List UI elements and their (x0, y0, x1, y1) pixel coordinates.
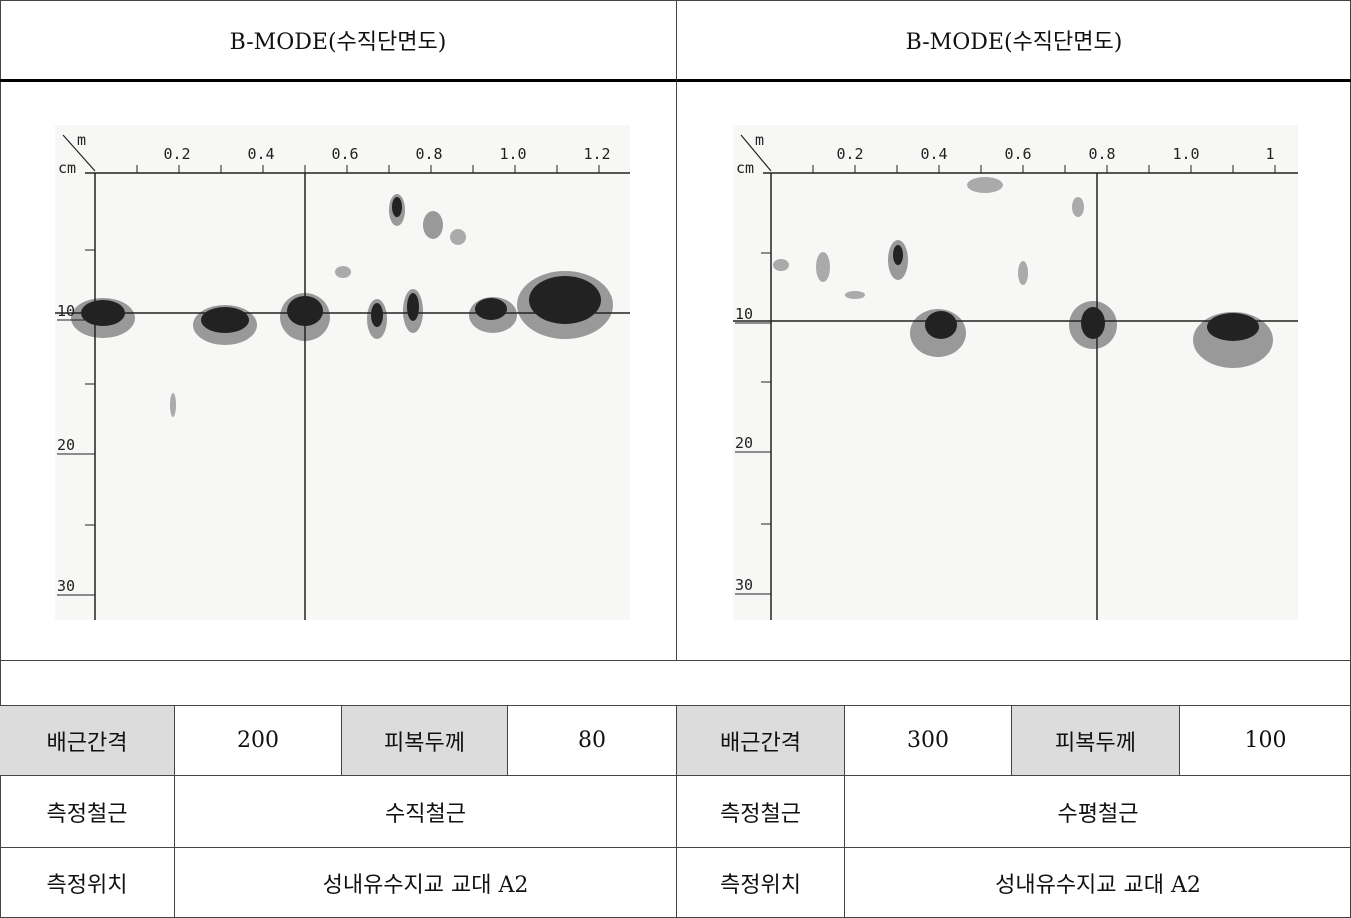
value-cell: 수직철근 (175, 776, 677, 848)
value-cell: 성내유수지교 교대 A2 (995, 873, 1201, 898)
x-tick-label: 0.4 (920, 145, 947, 163)
spacer-row (0, 661, 1351, 706)
label-cell: 측정위치 (0, 848, 175, 918)
axis-corner (740, 134, 772, 172)
x-tick-label: 1.2 (583, 145, 610, 163)
label-cell: 측정철근 (677, 776, 845, 848)
value-cell: 100 (1180, 706, 1351, 776)
value-cell: 성내유수지교 교대 A2 (175, 848, 677, 918)
x-tick-label: 1 (1265, 145, 1274, 163)
x-tick-label: 0.4 (247, 145, 274, 163)
y-tick-label: 30 (57, 577, 75, 595)
y-unit: cm (58, 159, 76, 177)
image-cell (0, 82, 677, 661)
header-cell: B-MODE(수직단면도) (0, 0, 677, 82)
x-tick-label: 0.8 (415, 145, 442, 163)
scan-background (55, 125, 630, 620)
y-tick-label: 20 (735, 434, 753, 452)
x-tick-label: 0.6 (331, 145, 358, 163)
x-tick-label: 1.0 (499, 145, 526, 163)
value-cell: 80 (508, 706, 677, 776)
label-cell: 피복두께 (342, 706, 508, 776)
y-tick-label: 20 (57, 436, 75, 454)
y-tick-label: 10 (57, 302, 75, 320)
image-cell (677, 82, 1351, 661)
value-cell: 300 (845, 706, 1012, 776)
x-tick-label: 1.0 (1172, 145, 1199, 163)
y-tick-label: 30 (735, 576, 753, 594)
header-title: B-MODE(수직단면도) (229, 29, 447, 55)
value-cell: 수평철근 (845, 776, 1351, 848)
x-tick-label: 0.2 (163, 145, 190, 163)
x-tick-label: 0.2 (836, 145, 863, 163)
value-cell: 200 (175, 706, 342, 776)
scan-image: mcm 0.2 0.4 0.6 0.8 1.0 1 10 20 30 (733, 125, 1298, 620)
axis-corner (62, 134, 96, 172)
y-tick-label: 10 (735, 305, 753, 323)
label-cell: 측정위치 (677, 848, 845, 918)
x-unit: m (755, 131, 764, 149)
x-tick-label: 0.6 (1004, 145, 1031, 163)
x-tick-label: 0.8 (1088, 145, 1115, 163)
label-cell: 피복두께 (1012, 706, 1180, 776)
label-cell: 배근간격 (0, 706, 175, 776)
header-title: B-MODE(수직단면도) (905, 29, 1123, 55)
scan-image: mcm 0.2 0.4 0.6 0.8 1.0 1.2 10 20 30 (55, 125, 630, 620)
header-cell: B-MODE(수직단면도) (677, 0, 1351, 82)
y-unit: cm (736, 159, 754, 177)
label-cell: 배근간격 (677, 706, 845, 776)
label-cell: 측정철근 (0, 776, 175, 848)
scan-background (733, 125, 1298, 620)
x-unit: m (77, 131, 86, 149)
